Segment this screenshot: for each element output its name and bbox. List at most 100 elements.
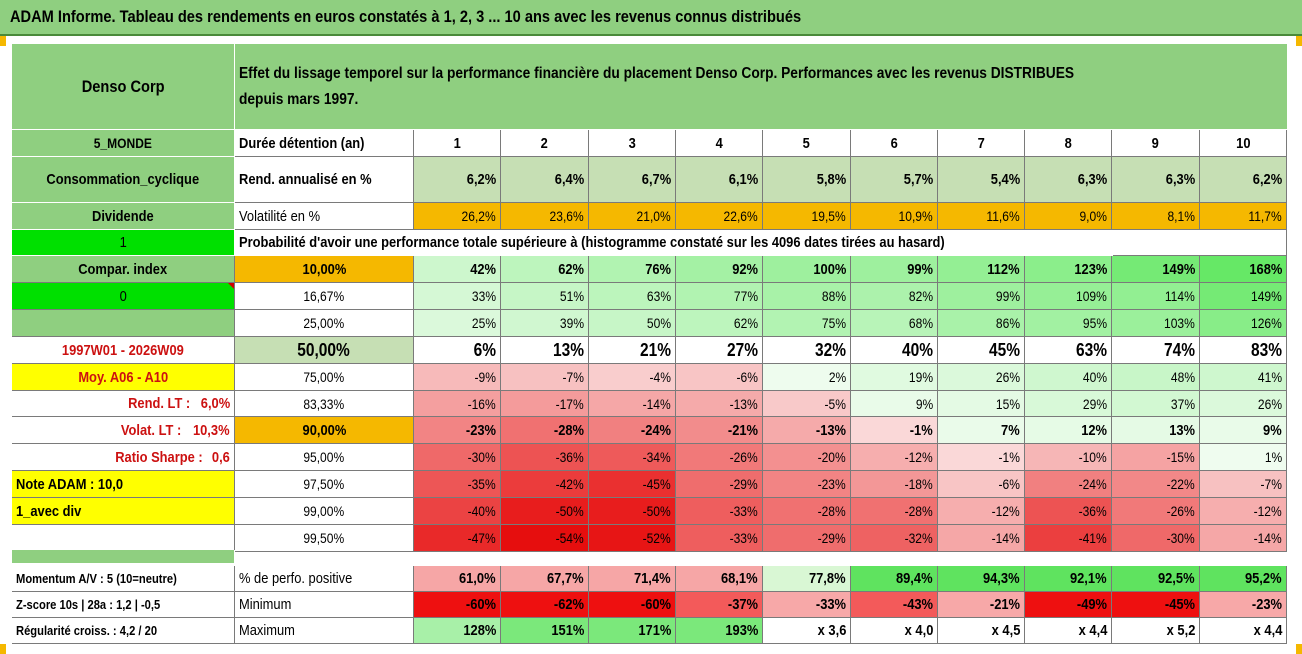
positive-share-value: 67,7% <box>501 566 589 592</box>
prob-title-text: Probabilité d'avoir une performance tota… <box>239 234 945 251</box>
probability-value: 63% <box>1025 337 1112 364</box>
probability-value: -26% <box>1112 498 1200 525</box>
rend-lt: Rend. LT : 6,0% <box>12 391 235 417</box>
probability-value: 103% <box>1112 310 1200 337</box>
rend-value-text: 6,7% <box>641 171 671 188</box>
probability-value: 99% <box>938 283 1025 310</box>
probability-value-text: -26% <box>1166 503 1195 519</box>
positive-share-value: 71,4% <box>589 566 676 592</box>
description-line: depuis mars 1997. <box>239 90 359 108</box>
threshold-value: 99,50% <box>235 525 414 552</box>
vol-value-text: 21,0% <box>636 208 671 224</box>
rend-label-text: Rend. annualisé en % <box>239 171 372 188</box>
dividend-label-text: Dividende <box>92 207 154 225</box>
positive-share-value-text: 92,5% <box>1158 570 1195 587</box>
year-header: 3 <box>589 130 676 157</box>
compar-index-value: 0 <box>12 283 235 310</box>
probability-value-text: 100% <box>812 260 846 278</box>
probability-value: 126% <box>1200 310 1287 337</box>
probability-value-text: -10% <box>1078 449 1107 465</box>
probability-value: -13% <box>676 391 763 417</box>
vol-value-text: 11,7% <box>1248 208 1282 224</box>
sector-label-text: Consommation_cyclique <box>46 171 200 188</box>
probability-value: -28% <box>501 417 589 444</box>
rend-lt-value: 6,0% <box>200 395 230 412</box>
probability-value-text: 75% <box>821 315 846 331</box>
maximum-value-text: 128% <box>462 622 496 639</box>
rend-value-text: 5,7% <box>903 171 933 188</box>
page-title: ADAM Informe. Tableau des rendements en … <box>10 7 802 26</box>
year-header-text: 7 <box>977 134 985 152</box>
probability-value-text: 126% <box>1251 315 1282 331</box>
maximum-value: 171% <box>589 618 676 644</box>
maximum-value: x 4,0 <box>851 618 938 644</box>
probability-value-text: 88% <box>821 288 846 304</box>
minimum-value: -37% <box>676 592 763 618</box>
probability-value-text: 42% <box>470 260 496 278</box>
probability-value-text: 9% <box>1263 421 1282 439</box>
probability-value-text: 40% <box>902 339 933 360</box>
probability-value: 68% <box>851 310 938 337</box>
probability-value-text: -26% <box>729 449 758 465</box>
probability-value: -7% <box>501 364 589 391</box>
positive-share-value: 61,0% <box>414 566 501 592</box>
minimum-value: -62% <box>501 592 589 618</box>
probability-value-text: 15% <box>995 395 1020 412</box>
threshold-value: 97,50% <box>235 471 414 498</box>
probability-value: 112% <box>938 256 1025 283</box>
probability-value-text: -28% <box>904 503 933 519</box>
probability-value: 50% <box>589 310 676 337</box>
probability-value: 40% <box>1025 364 1112 391</box>
minimum-value-text: -43% <box>902 596 933 613</box>
probability-value: -40% <box>414 498 501 525</box>
probability-value-text: -40% <box>467 503 496 519</box>
probability-value-text: 19% <box>908 369 933 385</box>
vol-value-text: 11,6% <box>986 208 1020 224</box>
probability-value-text: 62% <box>733 315 758 331</box>
threshold-value: 90,00% <box>235 417 414 444</box>
probability-value-text: 51% <box>559 288 584 304</box>
minimum-value: -60% <box>414 592 501 618</box>
year-header-text: 6 <box>890 134 898 152</box>
dividend-flag-text: 1 <box>119 234 127 251</box>
probability-value-text: 21% <box>640 339 671 360</box>
probability-value-text: -12% <box>991 503 1020 519</box>
rend-value: 6,2% <box>1200 157 1287 203</box>
probability-value-text: 123% <box>1073 260 1107 278</box>
maximum-value-text: 193% <box>724 622 758 639</box>
rend-value: 6,1% <box>676 157 763 203</box>
probability-value: 26% <box>1200 391 1287 417</box>
threshold-value: 50,00% <box>235 337 414 364</box>
probability-value: 95% <box>1025 310 1112 337</box>
probability-value-text: -5% <box>824 395 846 412</box>
probability-value-text: 149% <box>1161 260 1195 278</box>
probability-value: -33% <box>676 498 763 525</box>
minimum-value-text: -33% <box>815 596 846 613</box>
probability-value-text: -33% <box>729 503 758 519</box>
probability-value: -12% <box>1200 498 1287 525</box>
maximum-value: x 4,4 <box>1200 618 1287 644</box>
note-adam: Note ADAM : 10,0 <box>12 471 235 498</box>
positive-share-value: 68,1% <box>676 566 763 592</box>
probability-value: -47% <box>414 525 501 552</box>
probability-value-text: 168% <box>1248 260 1282 278</box>
zscore-label-text: Z-score 10s | 28a : 1,2 | -0,5 <box>16 597 161 612</box>
year-header-text: 5 <box>802 134 811 152</box>
probability-value-text: -23% <box>817 476 846 492</box>
rend-value-text: 6,1% <box>728 171 758 188</box>
rend-value: 6,2% <box>414 157 501 203</box>
probability-value: -10% <box>1025 444 1112 471</box>
probability-value: -18% <box>851 471 938 498</box>
positive-share-value: 92,1% <box>1025 566 1112 592</box>
vol-label-text: Volatilité en % <box>239 207 321 225</box>
prob-title: Probabilité d'avoir une performance tota… <box>235 230 1112 256</box>
probability-value: -23% <box>414 417 501 444</box>
year-header: 8 <box>1025 130 1112 157</box>
probability-value-text: -15% <box>1166 449 1195 465</box>
min-label: Minimum <box>235 592 414 618</box>
probability-value-text: 2% <box>828 369 846 385</box>
year-header: 7 <box>938 130 1025 157</box>
probability-value-text: 95% <box>1082 315 1107 331</box>
regularite-label-text: Régularité croiss. : 4,2 / 20 <box>16 623 158 638</box>
minimum-value: -49% <box>1025 592 1112 618</box>
